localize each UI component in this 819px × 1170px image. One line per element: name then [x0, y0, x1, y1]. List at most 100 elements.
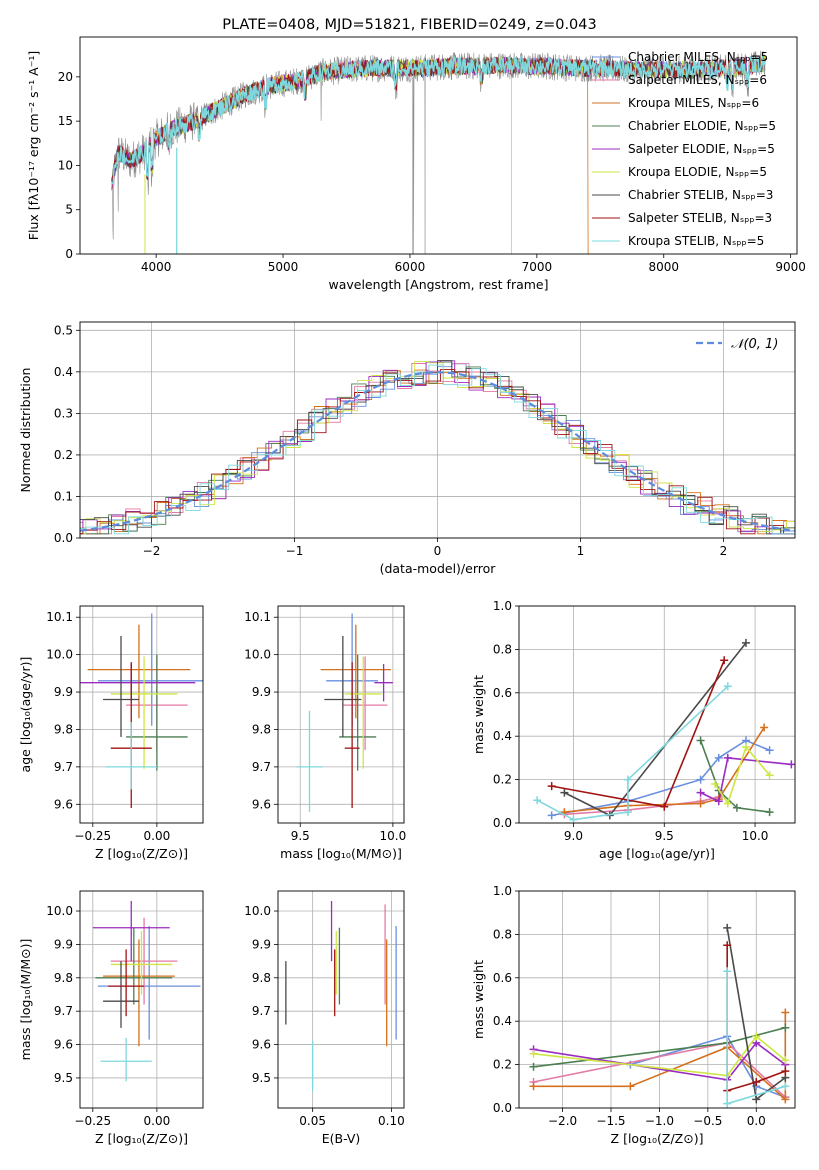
plus-marker	[723, 799, 732, 808]
plus-marker	[623, 775, 632, 784]
weight-line-4	[699, 740, 770, 813]
axes-age-vs-Z: −0.25 0.00 9.6 9.7 9.8 9.9 10.0 10.1 Z [log₁₀(Z/…	[18, 606, 203, 861]
y-tick-label: 0.6	[493, 686, 512, 700]
y-tick-label: 0.6	[493, 971, 512, 985]
plot-area-spectrum	[111, 50, 766, 254]
x-tick-label: 0.0	[747, 1114, 766, 1128]
y-tick-label: 0.0	[493, 1101, 512, 1115]
y-tick-label: 9.8	[54, 722, 73, 736]
y-tick-label: 0.8	[493, 642, 512, 656]
histogram-step-8	[80, 369, 795, 535]
histogram-step-7	[80, 360, 795, 535]
errorbar-point-3	[87, 624, 191, 719]
axes-frame-mass-weight-vs-age	[518, 605, 796, 824]
model-line-3	[111, 56, 589, 254]
y-tick-label: 5	[65, 203, 73, 217]
plus-marker	[714, 753, 723, 762]
plus-marker	[752, 1095, 761, 1104]
axes-mass-vs-Z: −0.25 0.00 9.5 9.6 9.7 9.8 9.9 10.0 Z [log₁₀(Z/Z…	[18, 891, 203, 1146]
errorbar-point-8	[344, 662, 360, 809]
y-tick-label: 10.0	[46, 904, 73, 918]
plus-marker	[626, 1082, 635, 1091]
x-axis-label: mass [log₁₀(M/M⊙)]	[280, 846, 402, 861]
y-axis-label: mass weight	[471, 960, 486, 1039]
y-axis-label: mass [log₁₀(M/M⊙)]	[18, 939, 33, 1061]
legend: Chabrier MILES, Nₛₚₚ=5 Salpeter MILES, Nₛ…	[592, 50, 776, 248]
x-tick-label: 9.5	[655, 829, 674, 843]
y-tick-label: 9.8	[252, 722, 271, 736]
histogram-step-9	[80, 364, 795, 535]
y-tick-label: 9.9	[54, 937, 73, 951]
plot-area-mass-vs-Z	[92, 901, 201, 1082]
y-tick-label: 9.9	[54, 685, 73, 699]
plot-area-residuals	[80, 360, 795, 535]
y-tick-label: 0	[65, 247, 73, 261]
plot-area-mass-vs-EBV	[285, 901, 397, 1092]
axes-frame-residuals	[79, 321, 796, 539]
plot-area-mass-weight-vs-Z	[529, 923, 790, 1108]
y-tick-label: 9.7	[54, 760, 73, 774]
y-tick-label: 9.9	[252, 685, 271, 699]
y-tick-label: 0.2	[493, 773, 512, 787]
errorbar-point-1	[97, 926, 201, 1040]
x-tick-label: 8000	[648, 260, 679, 274]
y-tick-label: 9.5	[252, 1071, 271, 1085]
y-tick-label: 0.4	[493, 1014, 512, 1028]
y-tick-label: 9.8	[54, 971, 73, 985]
y-axis-label: Normed distribution	[18, 368, 33, 493]
model-line-8	[111, 56, 766, 182]
plus-marker	[547, 782, 556, 791]
weight-line-5	[700, 757, 792, 803]
y-tick-label: 9.6	[54, 797, 73, 811]
x-tick-label: −1	[286, 544, 304, 558]
x-axis-label: Z [log₁₀(Z/Z⊙)]	[95, 1131, 188, 1146]
plus-marker	[560, 788, 569, 797]
y-tick-label: 10.0	[46, 648, 73, 662]
legend-label-9: Kroupa STELIB, Nₛₚₚ=5	[628, 234, 764, 248]
plus-marker	[741, 743, 750, 752]
errorbar-point-3	[103, 939, 175, 1047]
axes-frame-mass-weight-vs-Z	[518, 890, 796, 1109]
histogram-step-1	[80, 363, 795, 535]
axes-frame-mass-vs-EBV	[277, 890, 405, 1109]
y-tick-label: 9.7	[54, 1004, 73, 1018]
errorbar-point-9	[105, 721, 157, 790]
plus-marker	[723, 967, 732, 976]
y-tick-label: 10.0	[244, 648, 271, 662]
plus-marker	[723, 682, 732, 691]
y-tick-label: 0.3	[54, 406, 73, 420]
x-axis-label: Z [log₁₀(Z/Z⊙)]	[95, 846, 188, 861]
errorbar-point-2	[110, 917, 178, 1005]
y-tick-label: 9.5	[54, 1071, 73, 1085]
errorbar-point-6	[344, 656, 382, 769]
y-tick-label: 9.6	[252, 1038, 271, 1052]
plus-marker	[732, 803, 741, 812]
weight-line-1	[551, 739, 770, 817]
plot-area-mass-weight-vs-age	[533, 638, 795, 823]
plus-marker	[752, 1032, 761, 1041]
x-tick-label: 1	[577, 544, 585, 558]
axes-frame-spectrum	[79, 36, 798, 255]
x-tick-label: 6000	[395, 260, 426, 274]
axes-frame-age-vs-Z	[79, 605, 204, 824]
legend-label-6: Kroupa ELODIE, Nₛₚₚ=5	[628, 165, 767, 179]
errorbar-point-7	[103, 961, 139, 1028]
x-axis-label: (data-model)/error	[380, 561, 497, 576]
y-tick-label: 9.8	[252, 971, 271, 985]
plus-marker	[723, 1099, 732, 1108]
x-tick-label: 0.05	[299, 1114, 326, 1128]
y-tick-label: 1.0	[493, 599, 512, 613]
axes-frame-age-vs-mass	[277, 605, 405, 824]
legend-label-1: Chabrier MILES, Nₛₚₚ=5	[628, 50, 768, 64]
legend-label-normal: 𝒩(0, 1)	[731, 337, 778, 352]
errorbar-point-4	[339, 654, 377, 771]
y-tick-label: 0.0	[493, 816, 512, 830]
errorbar-point-4	[126, 654, 188, 771]
plus-marker	[765, 808, 774, 817]
plus-marker	[529, 1062, 538, 1071]
y-tick-label: 20	[58, 70, 73, 84]
plot-area-age-vs-Z	[80, 613, 203, 809]
axes-mass-vs-EBV: 0.05 0.10 9.5 9.6 9.7 9.8 9.9 10.0 E(B-V)	[244, 891, 405, 1146]
normal-reference-curve	[80, 371, 795, 532]
plus-marker	[714, 797, 723, 806]
